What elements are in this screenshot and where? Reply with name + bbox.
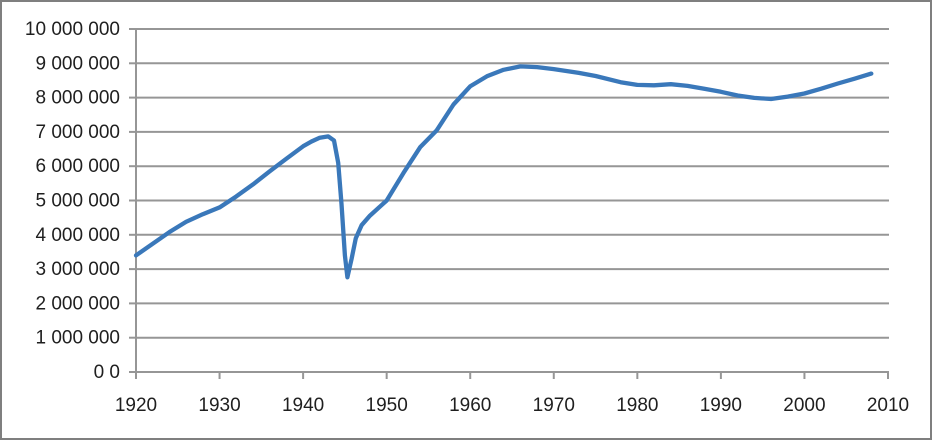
y-axis-label: 2 000 000 xyxy=(35,293,120,314)
x-axis-label: 1960 xyxy=(449,395,491,416)
y-axis-label: 1 000 000 xyxy=(35,328,120,349)
x-axis-label: 1930 xyxy=(198,395,240,416)
x-axis-label: 1980 xyxy=(616,395,658,416)
y-axis-label: 9 000 000 xyxy=(35,53,120,74)
y-axis-label: 5 000 000 xyxy=(35,191,120,212)
data-line xyxy=(133,64,874,280)
y-axis-label: 10 000 000 xyxy=(25,19,120,40)
x-axis-label: 1920 xyxy=(115,395,157,416)
x-axis-label: 1990 xyxy=(700,395,742,416)
x-axis-label: 1950 xyxy=(366,395,408,416)
y-axis-label: 3 000 000 xyxy=(35,259,120,280)
x-axis-label: 1940 xyxy=(282,395,324,416)
x-axis-label: 2000 xyxy=(783,395,825,416)
y-axis-label: 6 000 000 xyxy=(35,156,120,177)
y-axis-label: 8 000 000 xyxy=(35,88,120,109)
y-axis-label: 7 000 000 xyxy=(35,122,120,143)
x-axis-label: 2010 xyxy=(867,395,909,416)
y-axis-label: 4 000 000 xyxy=(35,225,120,246)
x-axis-label: 1970 xyxy=(533,395,575,416)
y-axis-label: 0 0 xyxy=(94,362,120,383)
